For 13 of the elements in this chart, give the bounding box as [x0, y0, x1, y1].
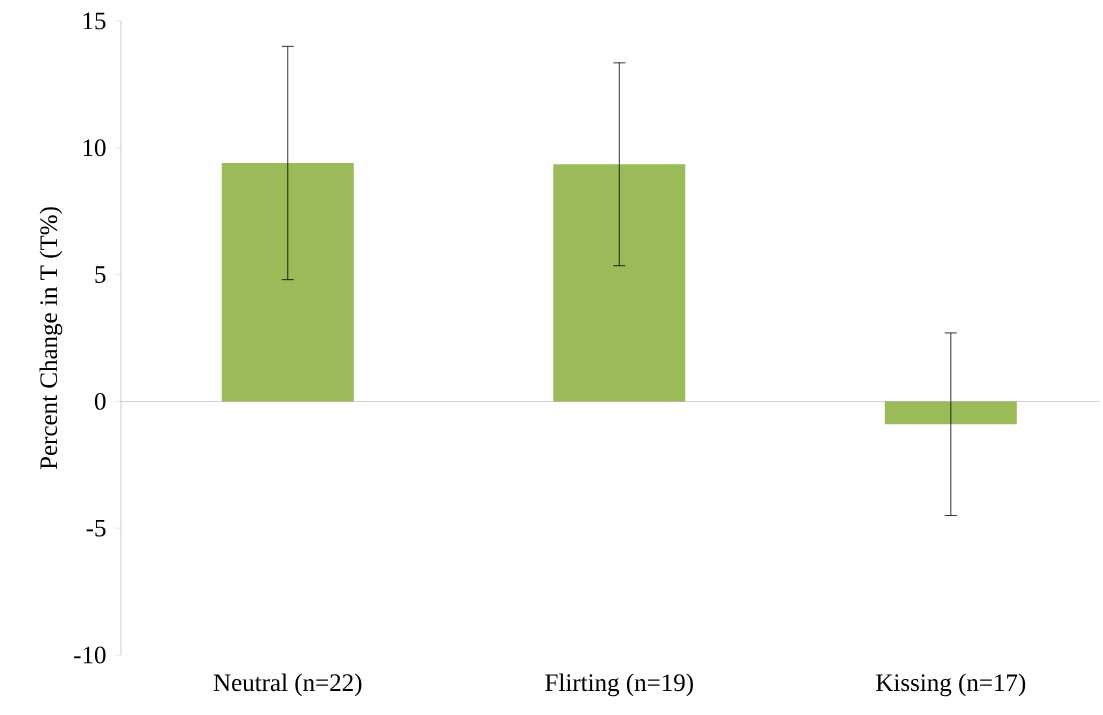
y-tick-label: -5 [86, 519, 106, 537]
bar [221, 163, 354, 402]
bar [553, 164, 686, 402]
x-tick-label: Neutral (n=22) [213, 673, 362, 697]
y-tick-label: -10 [74, 646, 106, 664]
y-axis-title: Percent Change in T (T%) [39, 207, 63, 470]
y-tick-label: 5 [95, 266, 106, 283]
y-tick-label: 10 [83, 139, 106, 157]
y-tick-label: 0 [94, 392, 106, 410]
x-tick-label: Kissing (n=17) [876, 673, 1026, 697]
bar [884, 401, 1017, 425]
x-tick-label: Flirting (n=19) [545, 673, 693, 697]
y-tick-label: 15 [83, 12, 106, 30]
